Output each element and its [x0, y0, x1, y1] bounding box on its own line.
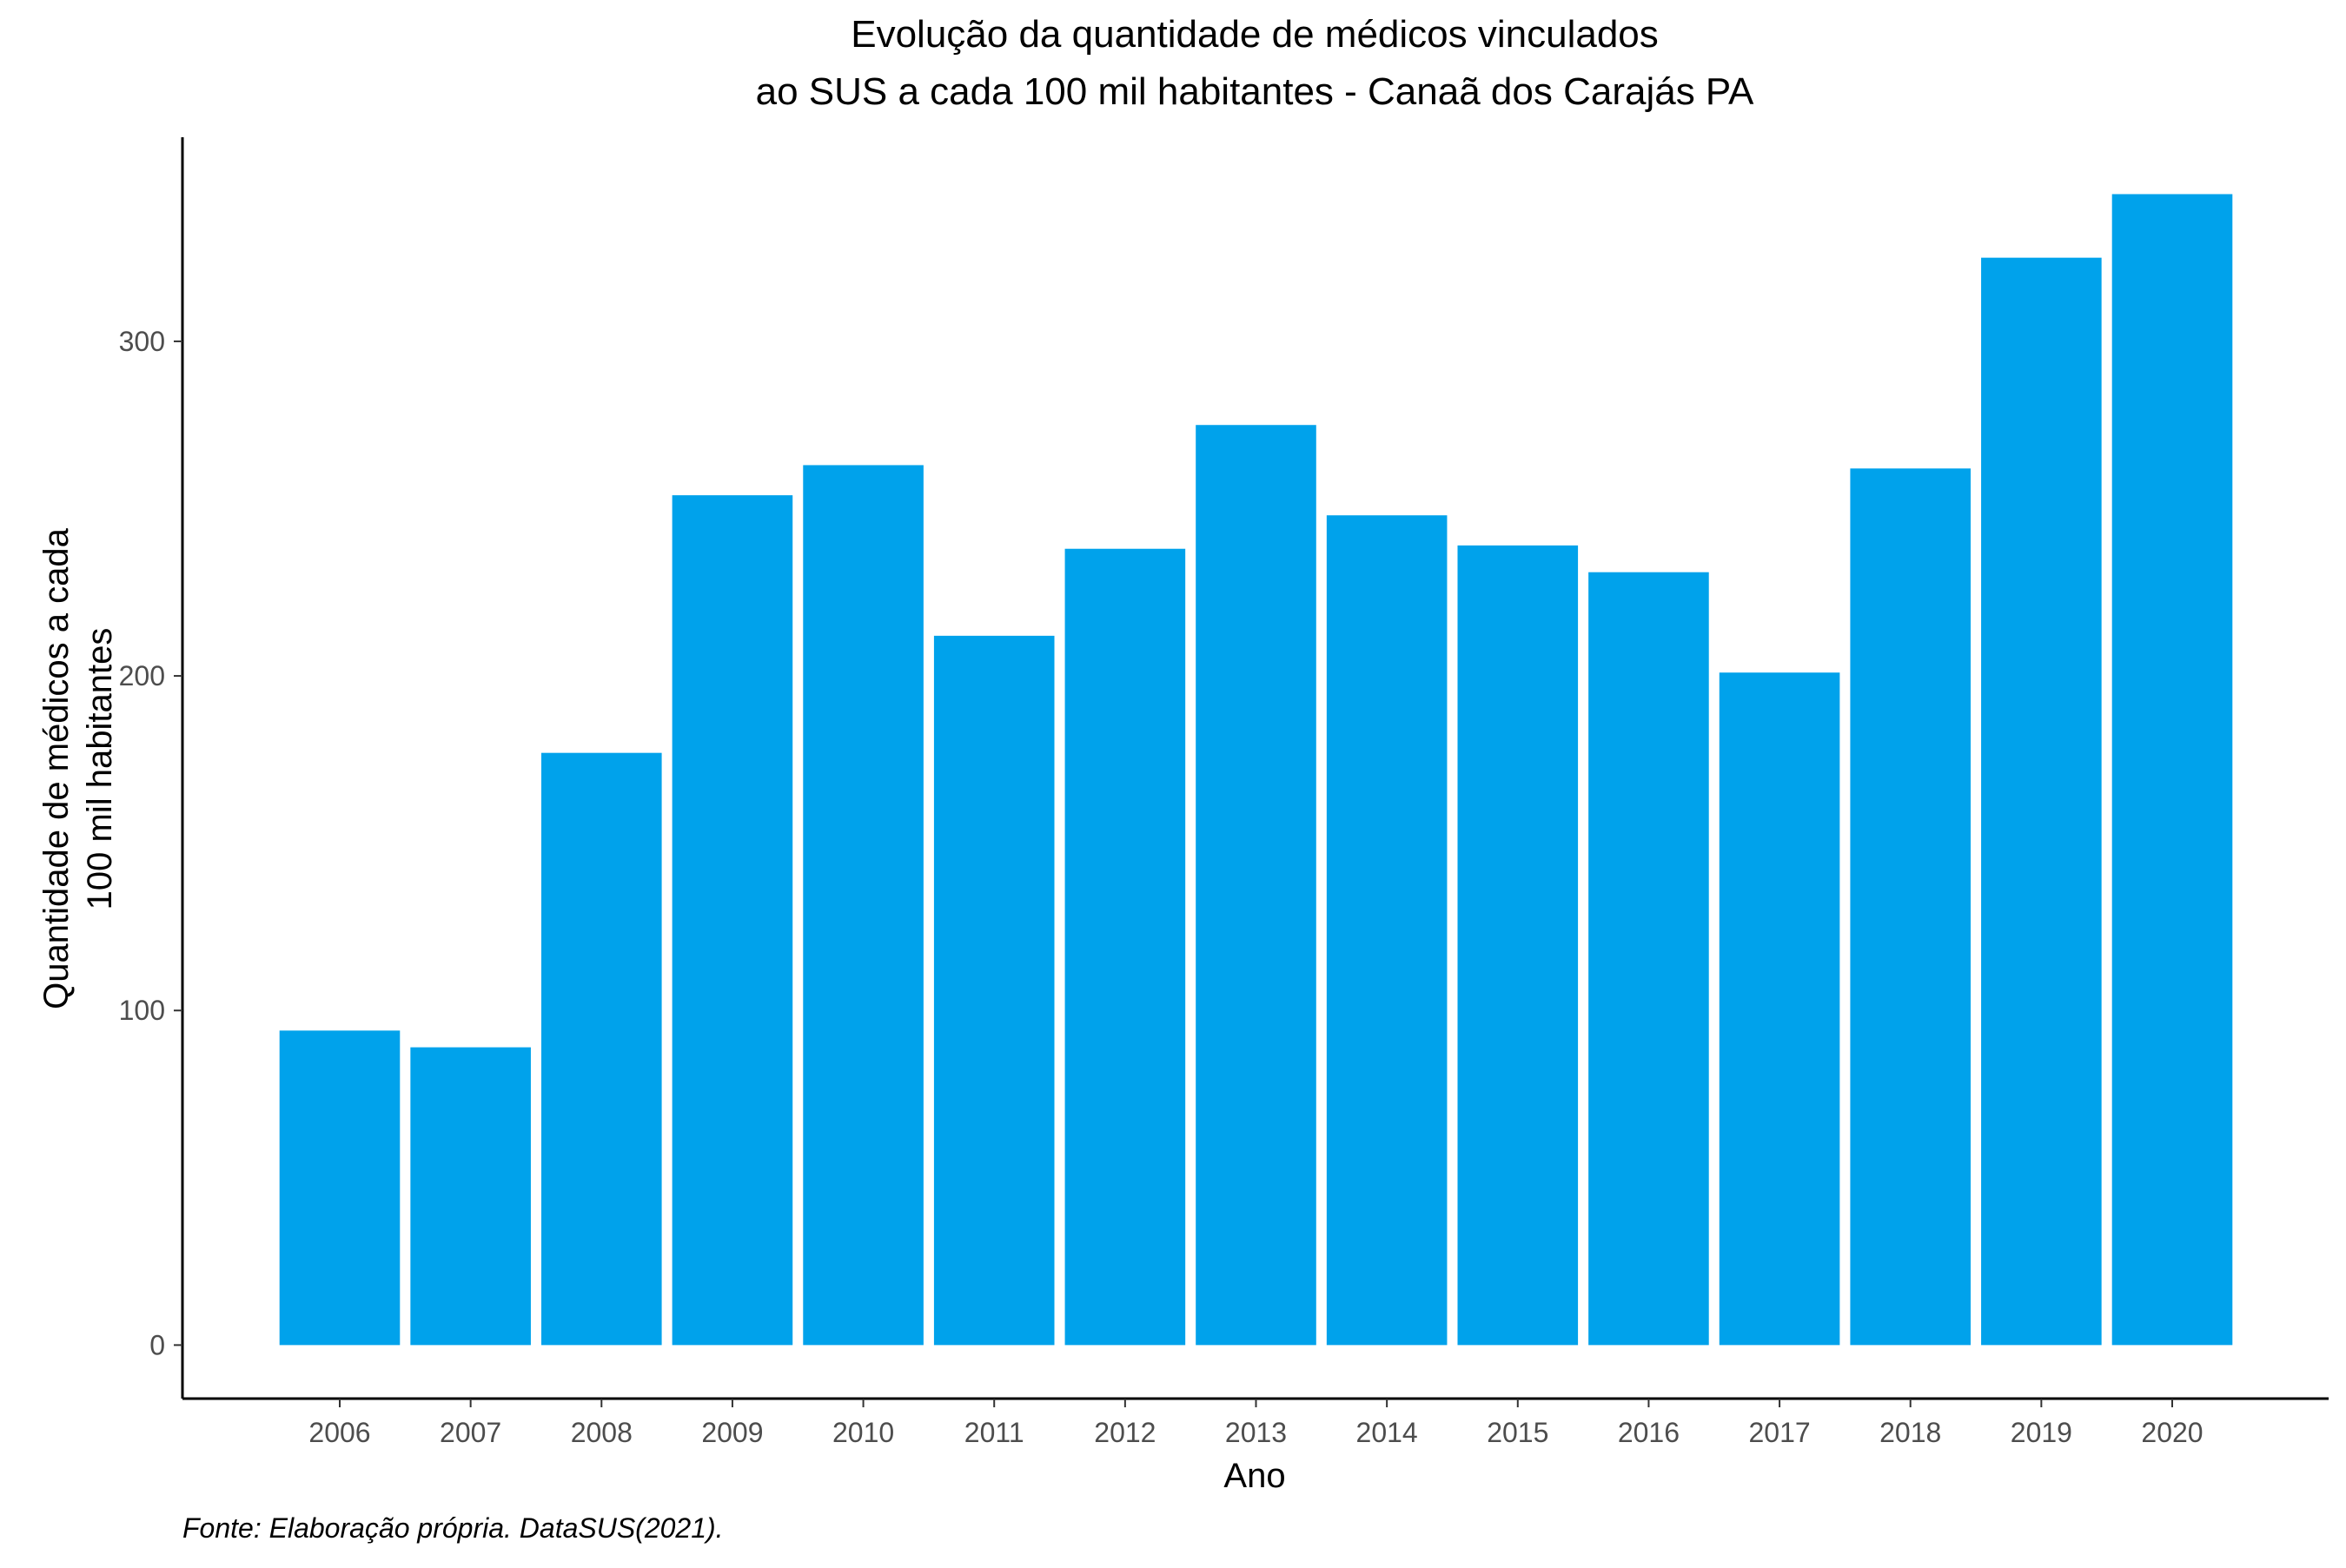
y-tick-label-200: 200	[119, 660, 165, 691]
chart-title-line-1: Evolução da quantidade de médicos vincul…	[851, 13, 1659, 56]
y-axis-ticks: 0 100 200 300	[119, 326, 182, 1360]
x-tick-label-2011: 2011	[964, 1417, 1024, 1448]
x-tick-label-2020: 2020	[2141, 1417, 2203, 1448]
bar-2010	[803, 465, 924, 1346]
bar-2011	[933, 635, 1055, 1346]
x-tick-label-2017: 2017	[1748, 1417, 1810, 1448]
y-axis-title-line-1: Quantidade de médicos a cada	[37, 527, 76, 1009]
bar-2017	[1719, 672, 1840, 1346]
x-tick-label-2015: 2015	[1487, 1417, 1548, 1448]
x-tick-label-2007: 2007	[440, 1417, 501, 1448]
bars	[279, 194, 2233, 1346]
bar-2016	[1588, 572, 1709, 1346]
chart-caption: Fonte: Elaboração própria. DataSUS(2021)…	[182, 1512, 724, 1544]
x-tick-label-2008: 2008	[571, 1417, 633, 1448]
x-axis-ticks: 2006 2007 2008 2009 2010 2011 2012 2013 2014 2015…	[308, 1399, 2204, 1448]
x-tick-label-2012: 2012	[1094, 1417, 1156, 1448]
x-tick-label-2019: 2019	[2011, 1417, 2072, 1448]
x-tick-label-2013: 2013	[1225, 1417, 1287, 1448]
x-tick-label-2016: 2016	[1618, 1417, 1680, 1448]
y-tick-label-0: 0	[149, 1329, 165, 1360]
bar-2014	[1326, 515, 1448, 1346]
x-axis-title: Ano	[1223, 1457, 1285, 1495]
bar-2019	[1981, 257, 2102, 1346]
bar-2012	[1064, 548, 1186, 1346]
bar-2015	[1457, 545, 1579, 1346]
chart-title-line-2: ao SUS a cada 100 mil habitantes - Canaã…	[756, 70, 1754, 113]
y-tick-label-300: 300	[119, 326, 165, 357]
bar-2009	[672, 495, 793, 1346]
bar-2018	[1850, 468, 1972, 1346]
bar-2007	[410, 1047, 531, 1346]
x-tick-label-2010: 2010	[832, 1417, 894, 1448]
bar-2006	[279, 1030, 401, 1346]
bar-2020	[2111, 194, 2233, 1346]
y-tick-label-100: 100	[119, 995, 165, 1026]
x-tick-label-2006: 2006	[308, 1417, 370, 1448]
y-axis-title: Quantidade de médicos a cada 100 mil hab…	[37, 527, 119, 1009]
y-axis-title-line-2: 100 mil habitantes	[81, 628, 119, 910]
x-tick-label-2014: 2014	[1356, 1417, 1418, 1448]
x-tick-label-2018: 2018	[1879, 1417, 1941, 1448]
bar-2008	[540, 752, 662, 1346]
x-tick-label-2009: 2009	[701, 1417, 763, 1448]
bar-2013	[1196, 425, 1316, 1346]
